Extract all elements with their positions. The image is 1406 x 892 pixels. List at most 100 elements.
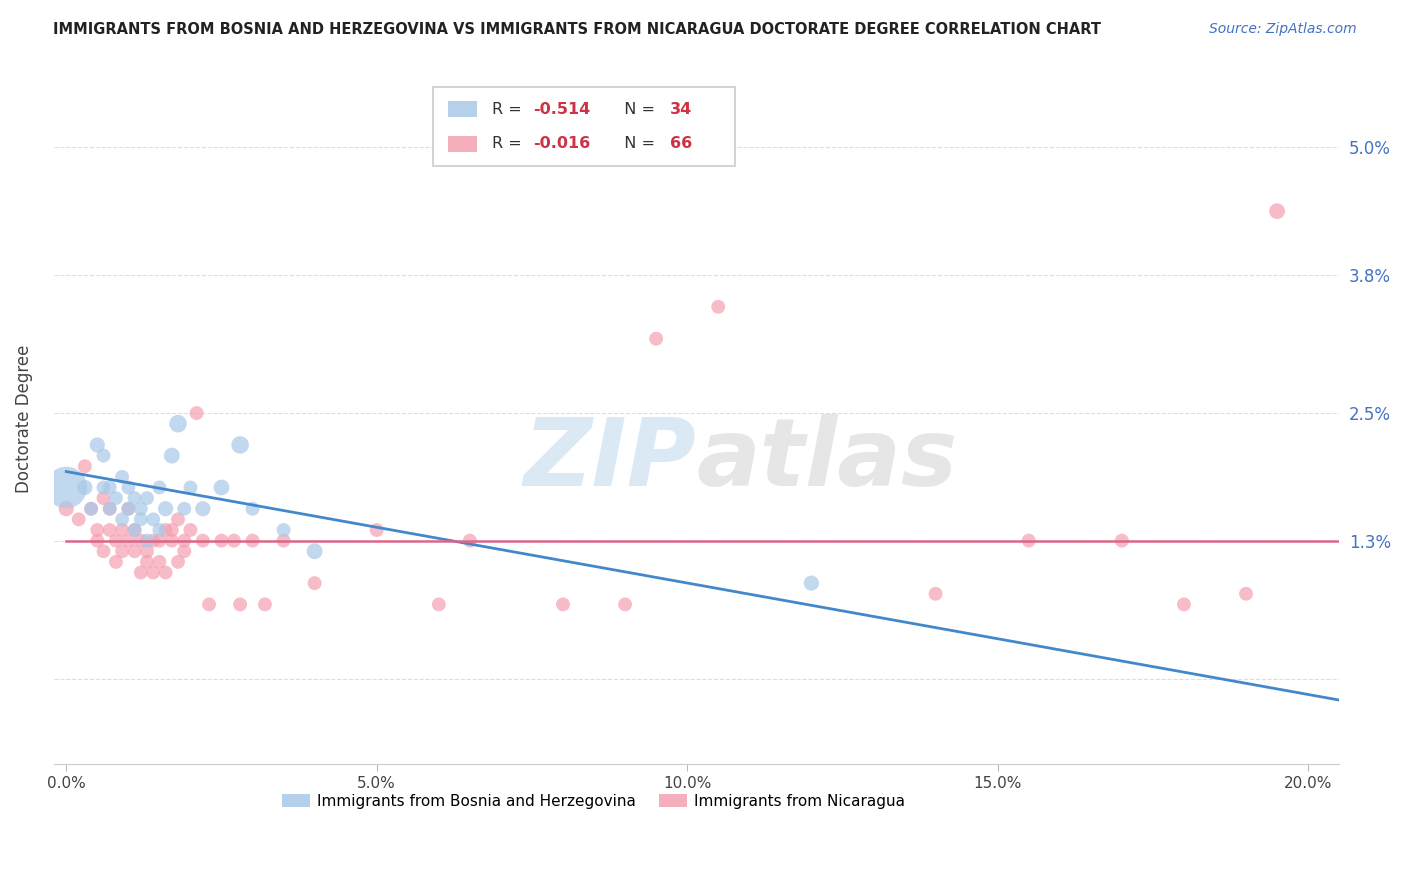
Point xyxy=(73,481,96,495)
Point xyxy=(211,533,233,548)
Point xyxy=(117,501,139,516)
Text: ZIP: ZIP xyxy=(523,414,696,506)
Point xyxy=(129,533,152,548)
Point xyxy=(111,512,134,526)
Point xyxy=(707,300,730,314)
Point xyxy=(98,523,121,537)
Point xyxy=(148,555,170,569)
Point xyxy=(273,523,295,537)
Point xyxy=(98,501,121,516)
Point xyxy=(124,523,146,537)
Point xyxy=(80,501,103,516)
Point xyxy=(148,523,170,537)
Text: R =: R = xyxy=(492,136,527,152)
Point xyxy=(80,501,103,516)
Y-axis label: Doctorate Degree: Doctorate Degree xyxy=(15,344,32,492)
Point xyxy=(191,501,214,516)
Point xyxy=(104,491,127,505)
Point xyxy=(1018,533,1040,548)
Point xyxy=(614,598,637,612)
Point xyxy=(179,481,201,495)
Point xyxy=(104,555,127,569)
Point xyxy=(55,481,77,495)
Text: 34: 34 xyxy=(669,102,692,117)
Point xyxy=(136,544,159,558)
Text: N =: N = xyxy=(614,136,661,152)
Point xyxy=(98,501,121,516)
Point xyxy=(160,523,183,537)
Point xyxy=(167,417,190,431)
Point xyxy=(155,523,177,537)
Point xyxy=(136,491,159,505)
Point xyxy=(253,598,276,612)
Point xyxy=(179,523,201,537)
Point xyxy=(55,501,77,516)
Point xyxy=(111,470,134,484)
Point xyxy=(427,598,450,612)
Text: atlas: atlas xyxy=(696,414,957,506)
Point xyxy=(142,566,165,580)
Point xyxy=(304,544,326,558)
Point xyxy=(148,481,170,495)
Point xyxy=(117,501,139,516)
Point xyxy=(73,459,96,474)
Point xyxy=(129,501,152,516)
Point xyxy=(86,533,108,548)
Point xyxy=(124,491,146,505)
Point xyxy=(1111,533,1133,548)
Text: Source: ZipAtlas.com: Source: ZipAtlas.com xyxy=(1209,22,1357,37)
Point xyxy=(366,523,388,537)
Point xyxy=(229,598,252,612)
Point xyxy=(160,533,183,548)
Point xyxy=(136,533,159,548)
Point xyxy=(458,533,481,548)
Point xyxy=(155,501,177,516)
Point xyxy=(142,512,165,526)
Point xyxy=(242,533,264,548)
Point xyxy=(800,576,823,591)
Point xyxy=(129,566,152,580)
Point xyxy=(173,533,195,548)
Point xyxy=(124,523,146,537)
Point xyxy=(117,533,139,548)
Point xyxy=(211,481,233,495)
Point xyxy=(104,533,127,548)
Point xyxy=(148,533,170,548)
Point xyxy=(242,501,264,516)
Point xyxy=(167,512,190,526)
Point xyxy=(136,555,159,569)
Text: 66: 66 xyxy=(669,136,692,152)
Point xyxy=(186,406,208,420)
Text: R =: R = xyxy=(492,102,527,117)
Point xyxy=(129,512,152,526)
FancyBboxPatch shape xyxy=(449,136,477,152)
Point xyxy=(198,598,221,612)
Point xyxy=(98,481,121,495)
FancyBboxPatch shape xyxy=(433,87,735,166)
Point xyxy=(124,544,146,558)
Point xyxy=(93,481,115,495)
Point xyxy=(160,449,183,463)
Point xyxy=(117,481,139,495)
Point xyxy=(304,576,326,591)
Point xyxy=(173,501,195,516)
Point xyxy=(93,491,115,505)
Point xyxy=(1173,598,1195,612)
Point xyxy=(86,438,108,452)
Text: IMMIGRANTS FROM BOSNIA AND HERZEGOVINA VS IMMIGRANTS FROM NICARAGUA DOCTORATE DE: IMMIGRANTS FROM BOSNIA AND HERZEGOVINA V… xyxy=(53,22,1101,37)
Point xyxy=(645,332,668,346)
Point xyxy=(229,438,252,452)
Point xyxy=(273,533,295,548)
Point xyxy=(1265,204,1288,219)
Point xyxy=(142,533,165,548)
Point xyxy=(924,587,946,601)
Point xyxy=(111,523,134,537)
FancyBboxPatch shape xyxy=(449,102,477,117)
Point xyxy=(1234,587,1257,601)
Point xyxy=(93,544,115,558)
Point xyxy=(86,523,108,537)
Text: -0.016: -0.016 xyxy=(533,136,591,152)
Point xyxy=(191,533,214,548)
Point xyxy=(173,544,195,558)
Legend: Immigrants from Bosnia and Herzegovina, Immigrants from Nicaragua: Immigrants from Bosnia and Herzegovina, … xyxy=(276,788,911,815)
